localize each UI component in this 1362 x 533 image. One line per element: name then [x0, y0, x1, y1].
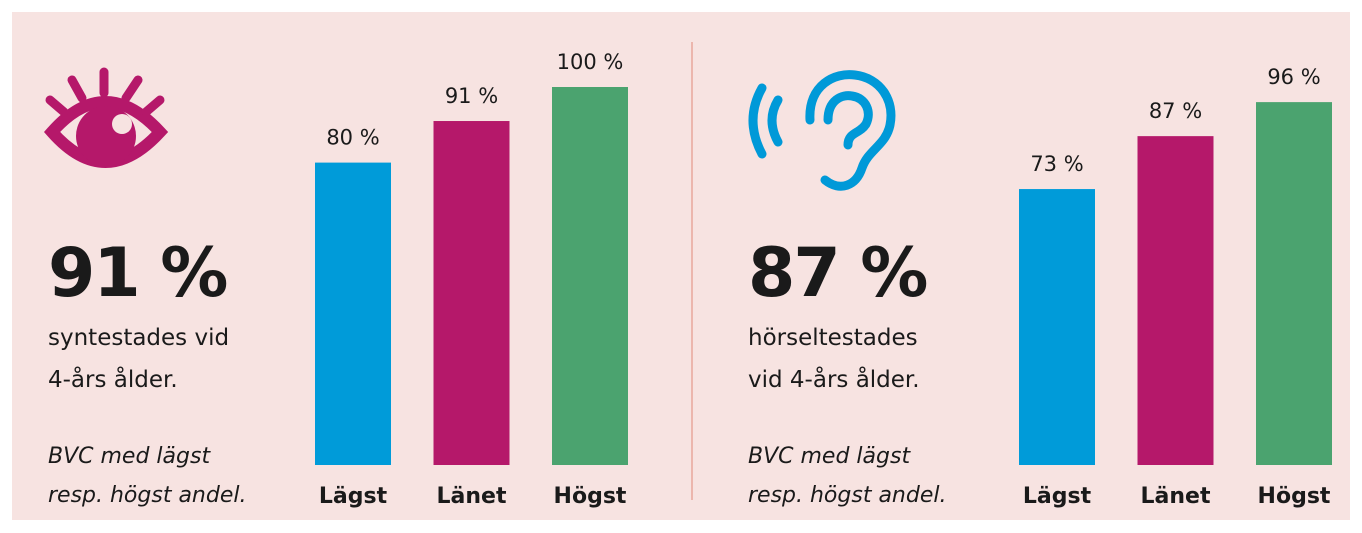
category-label: Högst: [1258, 484, 1331, 509]
bar: [433, 121, 510, 466]
description: syntestades vid: [48, 325, 229, 351]
eye-icon: [43, 67, 169, 168]
description: vid 4-års ålder.: [748, 365, 920, 393]
value-label: 91 %: [445, 84, 498, 108]
bar: [315, 162, 391, 465]
bar: [1256, 102, 1332, 466]
category-label: Länet: [437, 484, 507, 509]
panel: [12, 12, 1350, 520]
value-label: 100 %: [557, 50, 624, 74]
note: BVC med lägst: [48, 444, 211, 469]
value-label: 87 %: [1149, 99, 1202, 123]
bar: [1137, 136, 1214, 465]
category-label: Lägst: [1023, 484, 1092, 509]
bar: [1019, 189, 1095, 465]
category-label: Lägst: [319, 484, 388, 509]
value-label: 96 %: [1267, 65, 1320, 89]
ear-icon: [748, 70, 896, 191]
description: 4-års ålder.: [48, 365, 178, 393]
bar: [552, 87, 628, 465]
category-label: Länet: [1141, 484, 1211, 509]
category-label: Högst: [554, 484, 627, 509]
headline: 87 %: [748, 234, 926, 313]
note: resp. högst andel.: [48, 483, 246, 508]
note: resp. högst andel.: [748, 483, 946, 508]
note: BVC med lägst: [748, 444, 911, 469]
description: hörseltestades: [748, 325, 918, 351]
value-label: 73 %: [1030, 152, 1083, 176]
value-label: 80 %: [326, 126, 379, 150]
headline: 91 %: [48, 234, 226, 313]
